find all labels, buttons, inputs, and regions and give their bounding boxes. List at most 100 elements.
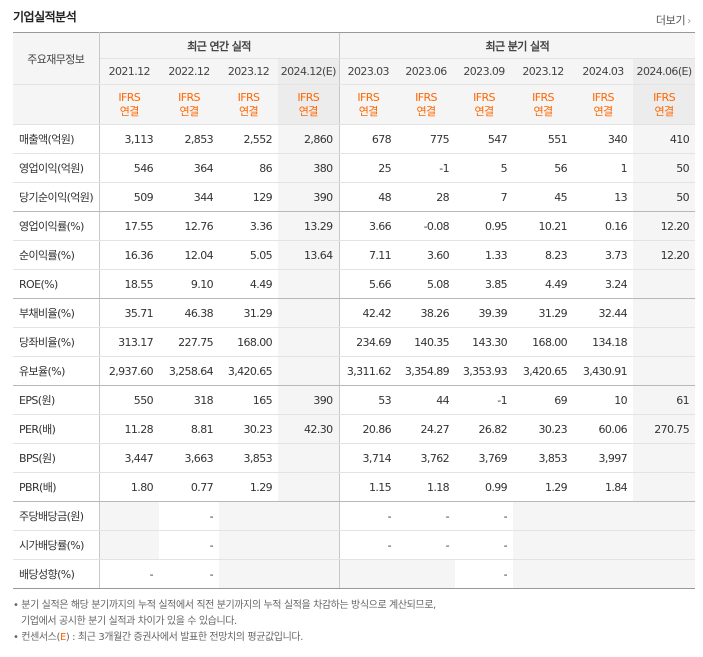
value-cell — [633, 327, 696, 357]
value-cell: 8.23 — [513, 240, 574, 270]
value-cell: 7 — [455, 182, 514, 212]
value-cell: 3,853 — [219, 443, 278, 473]
value-cell: 3,420.65 — [219, 356, 278, 386]
row-label: PER(배) — [13, 414, 100, 444]
basis-header: IFRS 연결 — [513, 84, 574, 125]
value-cell: 775 — [397, 124, 456, 154]
value-cell: 3,447 — [99, 443, 159, 473]
value-cell: 31.29 — [219, 298, 278, 328]
value-cell: 3,420.65 — [513, 356, 574, 386]
value-cell — [633, 530, 696, 560]
value-cell: 165 — [219, 385, 278, 415]
value-cell: 550 — [99, 385, 159, 415]
basis-bottom: 연결 — [533, 104, 554, 118]
value-cell: 129 — [219, 182, 278, 212]
value-cell — [99, 530, 159, 560]
value-cell: 12.76 — [159, 211, 219, 241]
value-cell: - — [455, 559, 514, 589]
row-label: BPS(원) — [13, 443, 100, 473]
value-cell: 1.80 — [99, 472, 159, 502]
value-cell: 3,258.64 — [159, 356, 219, 386]
value-cell: 42.42 — [338, 298, 398, 328]
table-row: 유보율(%) 2,937.60 3,258.64 3,420.65 3,311.62 3,… — [13, 356, 696, 386]
period-header: 2023.03 — [338, 58, 398, 85]
value-cell: 509 — [99, 182, 159, 212]
value-cell: 1.84 — [573, 472, 634, 502]
row-label: EPS(원) — [13, 385, 100, 415]
value-cell: 38.26 — [397, 298, 456, 328]
value-cell: - — [159, 501, 219, 531]
value-cell: 340 — [573, 124, 634, 154]
table-row: 당좌비율(%) 313.17 227.75 168.00 234.69 140.35 143… — [13, 327, 696, 357]
value-cell: 3,354.89 — [397, 356, 456, 386]
value-cell: 1 — [573, 153, 634, 183]
value-cell — [633, 269, 696, 299]
basis-bottom: 연결 — [298, 104, 319, 118]
footnote-1-text: 분기 실적은 해당 분기까지의 누적 실적에서 직전 분기까지의 누적 실적을 … — [21, 600, 436, 611]
basis-top: IFRS — [118, 90, 141, 104]
value-cell: 16.36 — [99, 240, 159, 270]
row-label: 주당배당금(원) — [13, 501, 100, 531]
basis-top: IFRS — [297, 90, 320, 104]
value-cell — [633, 298, 696, 328]
row-label: 배당성향(%) — [13, 559, 100, 589]
basis-bottom: 연결 — [474, 104, 495, 118]
value-cell: 12.04 — [159, 240, 219, 270]
value-cell: 56 — [513, 153, 574, 183]
period-header: 2023.06 — [397, 58, 456, 85]
value-cell: - — [338, 501, 398, 531]
value-cell: - — [159, 559, 219, 589]
basis-header: IFRS 연결 — [455, 84, 514, 125]
value-cell: 18.55 — [99, 269, 159, 299]
value-cell: 53 — [338, 385, 398, 415]
row-label: 부채비율(%) — [13, 298, 100, 328]
basis-top: IFRS — [237, 90, 260, 104]
value-cell: 3,430.91 — [573, 356, 634, 386]
footnote-2-e: E — [59, 632, 66, 643]
basis-top: IFRS — [473, 90, 495, 104]
value-cell: 48 — [338, 182, 398, 212]
basis-bottom: 연결 — [654, 104, 675, 118]
value-cell: 4.49 — [513, 269, 574, 299]
row-label: PBR(배) — [13, 472, 100, 502]
value-cell: 3,762 — [397, 443, 456, 473]
quarter-group-header: 최근 분기 실적 — [338, 32, 696, 59]
value-cell: 46.38 — [159, 298, 219, 328]
value-cell: 13.29 — [278, 211, 340, 241]
value-cell: 42.30 — [278, 414, 340, 444]
value-cell — [219, 559, 278, 589]
value-cell: 31.29 — [513, 298, 574, 328]
value-cell: 3,113 — [99, 124, 159, 154]
period-header: 2024.06(E) — [633, 58, 696, 85]
value-cell: - — [99, 559, 159, 589]
value-cell: 13.64 — [278, 240, 340, 270]
footnote-2-pre: 컨센서스( — [21, 632, 60, 643]
value-cell: - — [455, 501, 514, 531]
value-cell: 140.35 — [397, 327, 456, 357]
period-header: 2023.12 — [219, 58, 278, 85]
chevron-right-icon: › — [687, 16, 691, 27]
value-cell — [278, 298, 340, 328]
basis-header: IFRS 연결 — [633, 84, 696, 125]
footnotes: • 분기 실적은 해당 분기까지의 누적 실적에서 직전 분기까지의 누적 실적… — [13, 598, 436, 646]
basis-header: IFRS 연결 — [573, 84, 634, 125]
row-label: 시가배당률(%) — [13, 530, 100, 560]
value-cell: 5.05 — [219, 240, 278, 270]
more-link[interactable]: 더보기 › — [656, 12, 691, 28]
value-cell: 551 — [513, 124, 574, 154]
value-cell: 61 — [633, 385, 696, 415]
basis-header: IFRS 연결 — [338, 84, 398, 125]
value-cell — [513, 559, 574, 589]
value-cell: 1.18 — [397, 472, 456, 502]
value-cell: - — [159, 530, 219, 560]
table-row: 부채비율(%) 35.71 46.38 31.29 42.42 38.26 39.39 31.… — [13, 298, 696, 328]
value-cell: 3,663 — [159, 443, 219, 473]
value-cell — [633, 472, 696, 502]
value-cell: 318 — [159, 385, 219, 415]
value-cell: 3.24 — [573, 269, 634, 299]
value-cell: 45 — [513, 182, 574, 212]
value-cell — [633, 356, 696, 386]
value-cell — [278, 530, 340, 560]
value-cell: 12.20 — [633, 211, 696, 241]
value-cell: 5.66 — [338, 269, 398, 299]
